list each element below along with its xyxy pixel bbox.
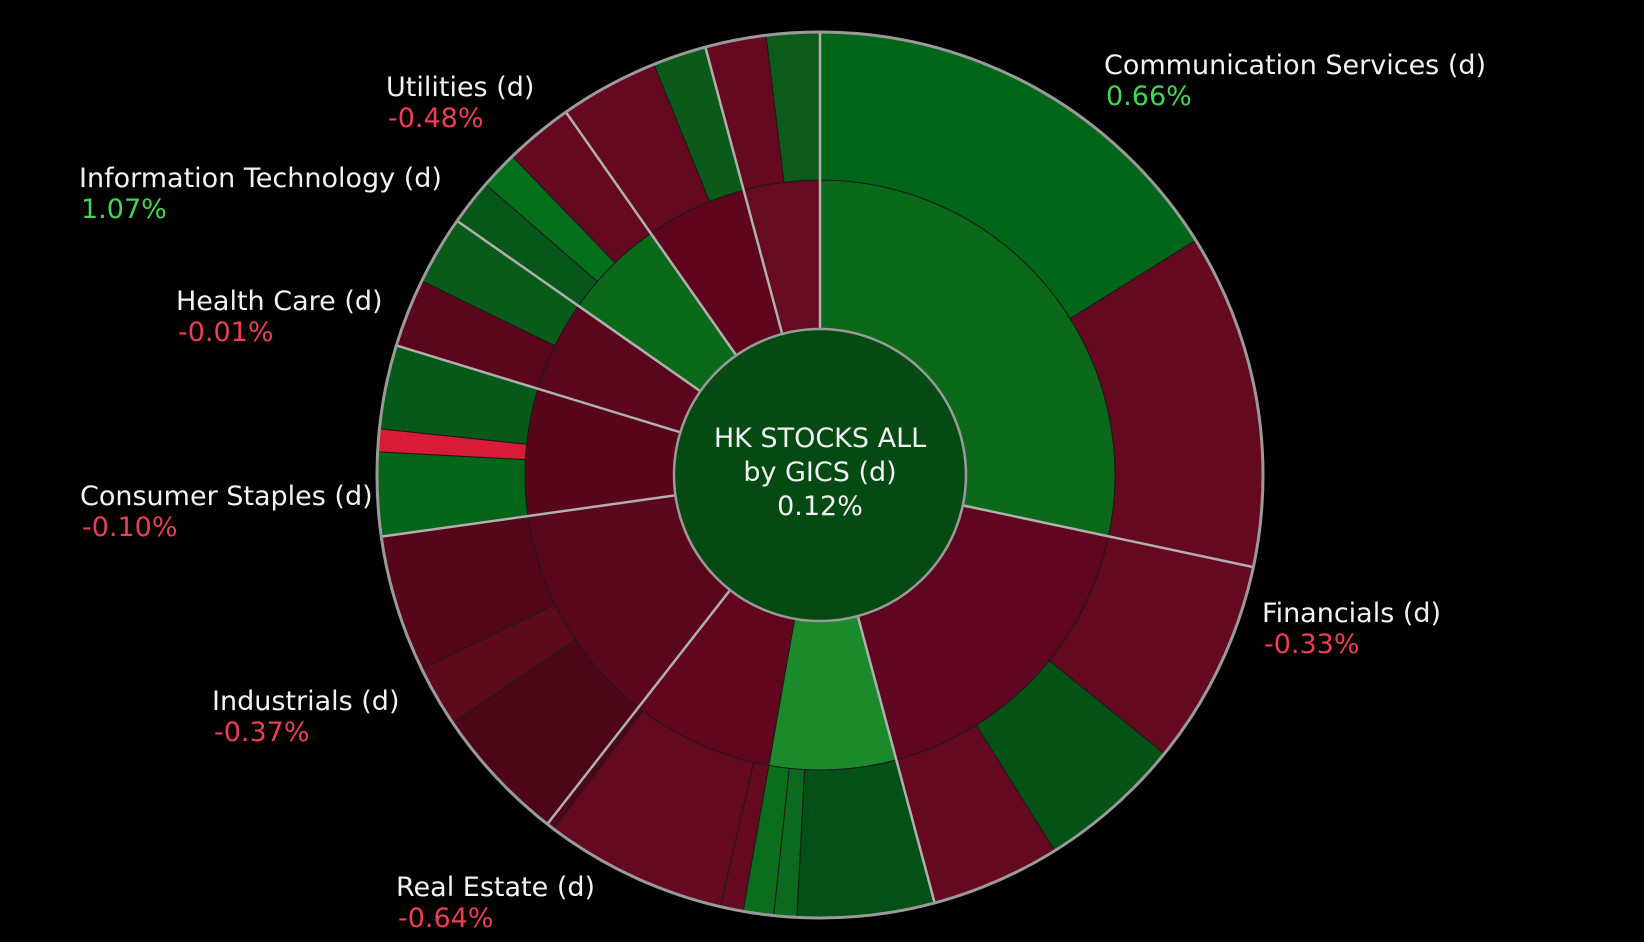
sector-labels: Communication Services (d)0.66% Financial… <box>79 50 1486 934</box>
sector-label-change: -0.33% <box>1264 629 1360 660</box>
sector-0[interactable] <box>819 31 1264 568</box>
sector-divider <box>856 615 936 904</box>
sector-label[interactable]: Financials (d)-0.33% <box>1262 598 1441 660</box>
sector-label-name: Real Estate (d) <box>396 872 595 903</box>
sector-divider <box>395 344 681 434</box>
sector-label[interactable]: Consumer Staples (d)-0.10% <box>80 481 373 543</box>
sector-label-name: Health Care (d) <box>176 286 383 317</box>
sector-label-change: -0.37% <box>214 717 310 748</box>
sector-label-name: Industrials (d) <box>212 686 399 717</box>
sector-label-change: 1.07% <box>81 194 167 225</box>
center-value: 0.12% <box>777 491 863 522</box>
sector-label[interactable]: Health Care (d)-0.01% <box>176 286 383 348</box>
sector-divider <box>381 494 676 538</box>
center-circle[interactable]: HK STOCKS ALL by GICS (d) 0.12% <box>672 327 968 623</box>
sector-label-change: -0.48% <box>388 103 484 134</box>
sector-label-change: -0.64% <box>398 903 494 934</box>
sector-label[interactable]: Communication Services (d)0.66% <box>1104 50 1486 112</box>
sector-divider <box>962 504 1254 569</box>
sector-label-name: Consumer Staples (d) <box>80 481 373 512</box>
center-subtitle: by GICS (d) <box>743 457 896 488</box>
outer-border <box>375 30 1265 920</box>
sector-label[interactable]: Utilities (d)-0.48% <box>386 72 534 134</box>
sector-label-change: -0.10% <box>82 512 178 543</box>
sector-label[interactable]: Real Estate (d)-0.64% <box>396 872 595 934</box>
sector-label-name: Financials (d) <box>1262 598 1441 629</box>
sector-label[interactable]: Information Technology (d)1.07% <box>79 163 442 225</box>
sunburst-rings <box>375 30 1265 920</box>
sector-divider <box>704 46 784 335</box>
sector-label-change: 0.66% <box>1106 81 1192 112</box>
sector-divider <box>546 589 732 825</box>
sector-2[interactable] <box>742 615 936 919</box>
sector-label-name: Utilities (d) <box>386 72 534 103</box>
sector-label-name: Information Technology (d) <box>79 163 442 194</box>
sector-divider <box>456 219 702 393</box>
center-title: HK STOCKS ALL <box>714 423 926 454</box>
sector-divider <box>564 111 738 357</box>
sector-label-change: -0.01% <box>178 317 274 348</box>
sector-9[interactable] <box>704 31 821 335</box>
sector-label[interactable]: Industrials (d)-0.37% <box>212 686 399 748</box>
sector-3[interactable] <box>546 589 796 912</box>
sector-label-name: Communication Services (d) <box>1104 50 1486 81</box>
